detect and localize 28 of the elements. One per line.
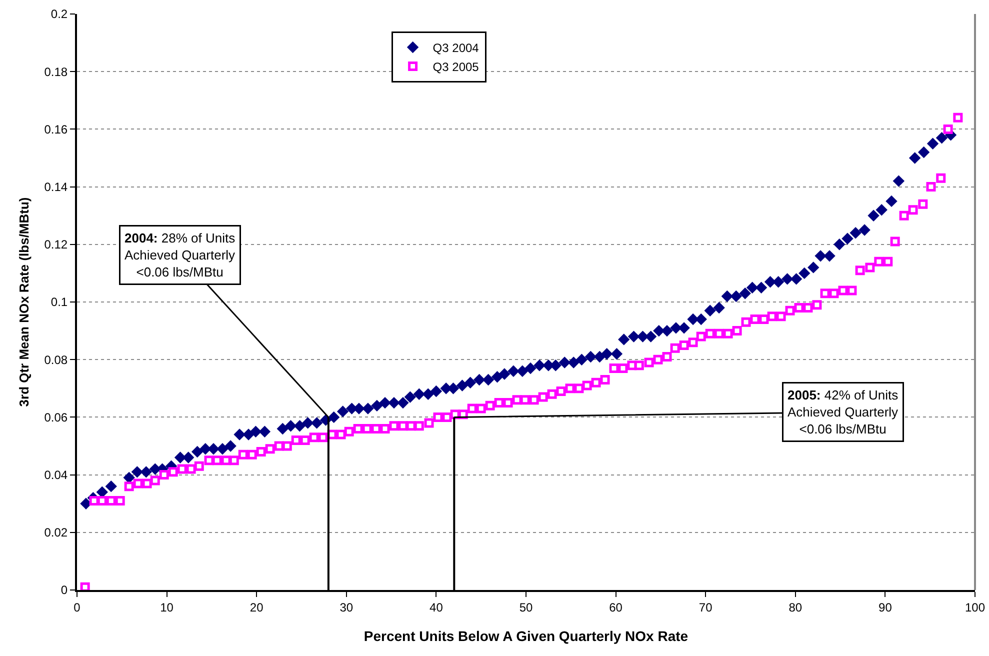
- y-tick-label: 0.06: [44, 410, 68, 424]
- x-tick-label: 90: [878, 600, 892, 614]
- y-tick-label: 0.02: [44, 526, 68, 540]
- y-tick-label: 0.2: [50, 7, 68, 22]
- y-tick-label: 0.18: [44, 64, 68, 79]
- legend-label: Q3 2005: [432, 60, 480, 74]
- x-tick-label: 20: [250, 600, 264, 614]
- x-tick-label: 80: [788, 600, 802, 614]
- y-tick-label: 0.04: [44, 468, 68, 482]
- y-axis-title: 3rd Qtr Mean NOx Rate (lbs/MBtu): [16, 197, 32, 407]
- y-tick-label: 0.14: [44, 180, 68, 194]
- annotation: 2004: 28% of Units Achieved Quarterly <0.06 lbs/MBtu: [124, 230, 236, 280]
- x-tick-label: 50: [519, 600, 533, 614]
- x-tick-label: 60: [609, 600, 623, 614]
- y-tick-label: 0.08: [44, 352, 68, 367]
- y-tick-label: 0.1: [50, 295, 68, 310]
- x-tick-label: 40: [430, 600, 444, 614]
- y-tick-label: 0: [60, 583, 68, 598]
- x-tick-label: 0: [74, 600, 81, 614]
- legend-label: Q3 2004: [432, 40, 480, 55]
- y-tick-label: 0.12: [44, 238, 68, 252]
- annotation: 2005: 42% of Units Achieved Quarterly <0.06 lbs/MBtu: [788, 388, 899, 436]
- y-tick-label: 0.16: [44, 122, 68, 136]
- x-tick-label: 70: [698, 600, 713, 614]
- x-tick-label: 100: [964, 600, 986, 614]
- x-tick-label: 30: [340, 600, 354, 614]
- x-tick-label: 10: [160, 600, 174, 614]
- x-axis-title: Percent Units Below A Given Quarterly NOx Rate: [364, 628, 688, 644]
